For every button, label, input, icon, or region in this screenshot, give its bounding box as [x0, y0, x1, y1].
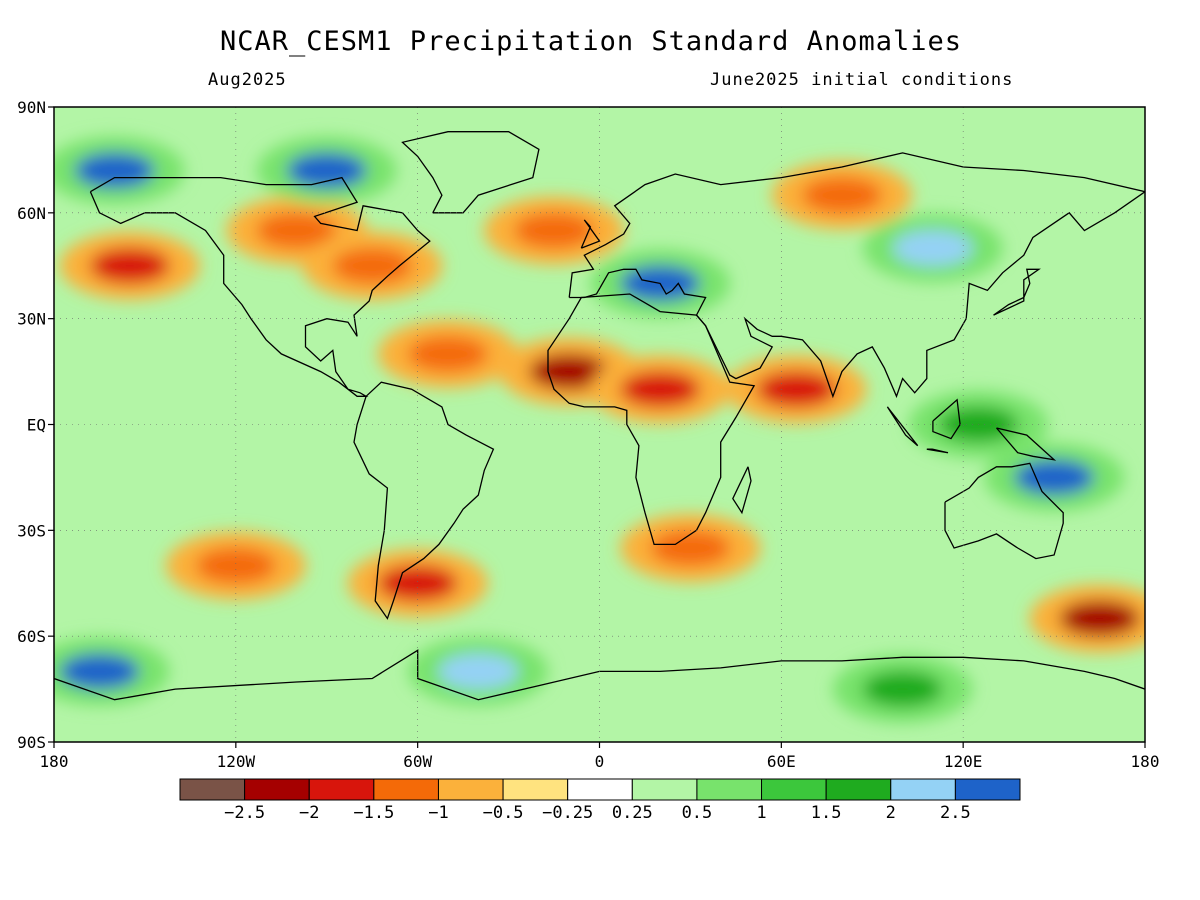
- lat-tick-label: 60N: [17, 204, 46, 223]
- lon-axis: 180 120W 60W 0 60E 120E 180: [40, 742, 1160, 771]
- coastline-path: [54, 649, 1145, 701]
- colorbar-swatch: [373, 778, 439, 801]
- colorbar-swatch: [825, 778, 892, 801]
- coastline-path: [580, 219, 601, 249]
- anomaly-core: [620, 371, 701, 408]
- anomaly-core: [286, 152, 367, 189]
- colorbar-label: −2: [299, 803, 319, 823]
- colorbar-swatch: [890, 778, 956, 801]
- colorbar-label: 0.25: [612, 803, 653, 823]
- anomaly-field: [54, 107, 1145, 742]
- coastline-path: [993, 268, 1041, 316]
- lat-tick-label: 90N: [17, 98, 46, 117]
- valid-month-label: Aug2025: [208, 70, 287, 90]
- lon-tick-label: 180: [1131, 752, 1160, 771]
- colorbar: −2.5 −2 −1.5 −1 −0.5 −0.25 0.25 0.5 1 1.5 2 2.5: [179, 778, 1021, 823]
- colorbar-swatch: [696, 778, 763, 801]
- anomaly-core: [862, 671, 943, 708]
- lon-tick-label: 60W: [403, 752, 432, 771]
- anomaly-core: [756, 371, 837, 408]
- anomaly-core: [1059, 600, 1140, 637]
- anomaly-core: [74, 152, 155, 189]
- colorbar-swatch: [244, 778, 310, 801]
- anomaly-core: [892, 230, 973, 267]
- lat-tick-label: 60S: [17, 627, 46, 646]
- colorbar-label: 2: [886, 803, 896, 823]
- coastline-path: [932, 398, 961, 440]
- colorbar-swatch: [567, 778, 633, 801]
- coastline-path: [568, 152, 1145, 399]
- lat-axis: 90N 60N 30N EQ 30S 60S 90S: [17, 98, 54, 752]
- coastline-path: [353, 381, 495, 620]
- anomaly-core: [438, 653, 519, 690]
- lon-tick-label: 60E: [767, 752, 796, 771]
- anomaly-core: [529, 353, 610, 390]
- coastline-path: [547, 293, 756, 546]
- colorbar-label: 1: [756, 803, 766, 823]
- colorbar-label: −0.5: [483, 803, 524, 823]
- colorbar-swatch: [502, 778, 569, 801]
- anomaly-core: [195, 547, 276, 584]
- colorbar-label: −2.5: [224, 803, 265, 823]
- coastline-path: [926, 448, 949, 454]
- colorbar-label: 2.5: [940, 803, 971, 823]
- lat-tick-label: 90S: [17, 733, 46, 752]
- lon-tick-label: 120E: [944, 752, 983, 771]
- lon-tick-label: 180: [40, 752, 69, 771]
- coastline-path: [944, 462, 1064, 560]
- anomaly-core: [1014, 459, 1095, 496]
- anomaly-core: [514, 212, 595, 249]
- anomaly-core: [332, 247, 413, 284]
- anomaly-core: [377, 565, 458, 602]
- anomaly-core: [89, 247, 170, 284]
- colorbar-swatch: [179, 778, 246, 801]
- colorbar-swatch: [761, 778, 827, 801]
- colorbar-swatch: [954, 778, 1021, 801]
- coastline-path: [732, 466, 752, 515]
- anomaly-core: [407, 335, 488, 372]
- colorbar-label: 0.5: [682, 803, 713, 823]
- anomaly-core: [650, 529, 731, 566]
- coastline-path: [89, 176, 431, 397]
- coastline-path: [886, 406, 919, 447]
- anomaly-core: [59, 653, 140, 690]
- colorbar-label: 1.5: [811, 803, 842, 823]
- colorbar-label: −0.25: [542, 803, 593, 823]
- anomaly-core: [256, 212, 337, 249]
- lat-tick-label: 30S: [17, 521, 46, 540]
- lat-tick-label: 30N: [17, 310, 46, 329]
- colorbar-swatch: [308, 778, 375, 801]
- colorbar-label: −1.5: [353, 803, 394, 823]
- lat-tick-label: EQ: [27, 416, 46, 435]
- colorbar-label: −1: [428, 803, 448, 823]
- init-conditions-label: June2025 initial conditions: [710, 70, 1014, 90]
- lon-tick-label: 0: [595, 752, 605, 771]
- coastline-path: [996, 427, 1057, 461]
- colorbar-swatch: [437, 778, 504, 801]
- coastline-path: [401, 131, 540, 214]
- colorbar-swatch: [631, 778, 698, 801]
- lon-tick-label: 120W: [217, 752, 256, 771]
- anomaly-core: [801, 177, 882, 214]
- map-title: NCAR_CESM1 Precipitation Standard Anomal…: [220, 26, 962, 57]
- coastlines: [54, 131, 1145, 701]
